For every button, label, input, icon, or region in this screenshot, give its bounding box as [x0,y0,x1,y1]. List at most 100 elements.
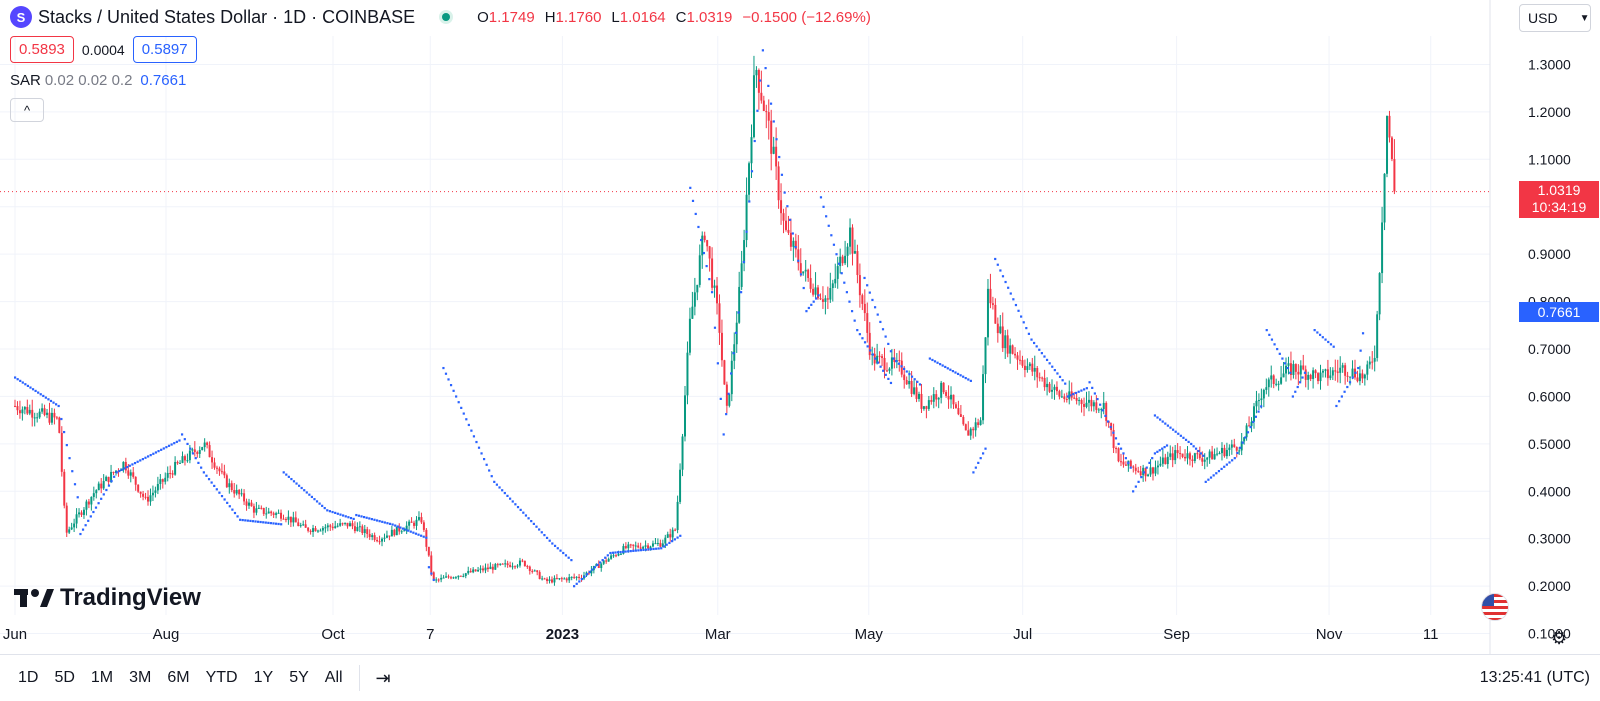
sar-dot [420,534,423,537]
sar-dot [1318,333,1322,336]
tf-6m-button[interactable]: 6M [167,669,190,686]
candle-body [775,146,778,167]
candle-body [309,530,312,532]
sar-dot [583,575,586,578]
stacks-logo-icon: S [10,6,32,28]
candle-body [289,516,292,523]
candle-body [1174,450,1177,461]
sar-dot [1096,397,1099,401]
candle-body [149,495,152,502]
sar-dot [805,310,808,313]
buy-price-box[interactable]: 0.5897 [132,36,197,63]
collapse-legend-button[interactable]: ^ [10,98,44,122]
us-flag-icon[interactable] [1481,593,1509,621]
sar-dot [622,550,625,553]
tf-ytd-button[interactable]: YTD [205,669,238,686]
sar-dot [194,457,197,460]
tf-1d-button[interactable]: 1D [18,669,39,686]
sar-dot [840,272,843,275]
candle-body [183,456,186,461]
sar-dot [239,518,242,521]
currency-select[interactable]: USD ▼ [1519,4,1591,32]
sar-dot [368,517,371,520]
sar-dot [657,547,660,550]
candle-body [1371,361,1374,363]
sell-price-box[interactable]: 0.5893 [10,36,74,63]
candle-body [619,553,622,555]
sar-dot [207,478,211,481]
sar-dot [1166,424,1169,427]
sar-dot [858,333,861,336]
sar-dot [1112,431,1115,434]
candle-body [154,490,157,493]
candle-body [1368,361,1371,365]
goto-date-icon[interactable]: ⇥ [375,667,391,688]
sar-dot [791,232,794,235]
settings-gear-icon[interactable]: ⚙ [1551,628,1568,648]
sar-dot [1291,395,1294,398]
sar-dot [1099,403,1102,406]
candle-body [174,461,177,475]
y-tick-label: 0.1000 [1528,626,1571,642]
symbol-title[interactable]: Stacks / United States Dollar · 1D · COI… [38,6,416,27]
candle-body [575,576,578,578]
tradingview-logo[interactable]: TradingView [14,584,201,612]
candle-body [80,512,83,515]
sar-dot [202,471,205,474]
sar-dot [871,298,874,302]
candle-body [1188,453,1191,460]
utc-clock[interactable]: 13:25:41 (UTC) [1479,669,1590,686]
candle-body [612,555,615,557]
candle-body [651,543,654,547]
sar-dot [1061,379,1064,382]
tf-3m-button[interactable]: 3M [129,669,152,686]
candle-body [834,278,837,284]
candle-body [1378,273,1381,315]
sar-dot [290,477,293,481]
candle-body [203,442,206,448]
sar-dot [430,572,433,575]
sar-dot [357,514,361,517]
candle-body [782,213,785,221]
tf-1m-button[interactable]: 1M [90,669,114,686]
sar-dot [297,484,301,487]
sar-dot [1014,303,1018,307]
sar-dot [1169,426,1172,429]
sar-dot [488,469,491,472]
candle-body [363,529,366,534]
sar-dot [642,548,645,552]
candle-body [464,573,467,577]
candle-body [368,534,371,538]
sar-dot [381,520,384,523]
sar-dot [160,448,163,451]
candle-body [1053,386,1056,390]
sar-legend[interactable]: SAR 0.02 0.02 0.2 0.7661 [10,72,187,89]
candle-body [516,565,519,567]
candle-body [669,534,672,538]
sar-dot [853,319,856,322]
sar-dot [575,582,578,585]
tf-1y-button[interactable]: 1Y [253,669,274,686]
candle-body [804,269,807,272]
sar-dot [708,278,711,281]
sar-dot [1301,376,1304,379]
candle-body [1055,386,1058,392]
tf-all-button[interactable]: All [324,669,343,686]
sar-dot [1156,416,1159,419]
sar-dot [1119,447,1123,450]
candle-body [1235,447,1238,451]
sar-dot [1204,480,1207,483]
sar-dot [794,246,797,249]
sar-dot [113,475,116,478]
sar-dot [596,563,599,566]
market-status-icon[interactable] [439,10,454,24]
tf-5d-button[interactable]: 5D [54,669,75,686]
candle-body [521,560,524,562]
x-tick-label: May [855,626,884,643]
candle-body [1090,399,1093,407]
candle-body [341,523,344,525]
candle-body [477,569,480,572]
tf-5y-button[interactable]: 5Y [289,669,309,686]
sar-dot [1249,426,1252,429]
